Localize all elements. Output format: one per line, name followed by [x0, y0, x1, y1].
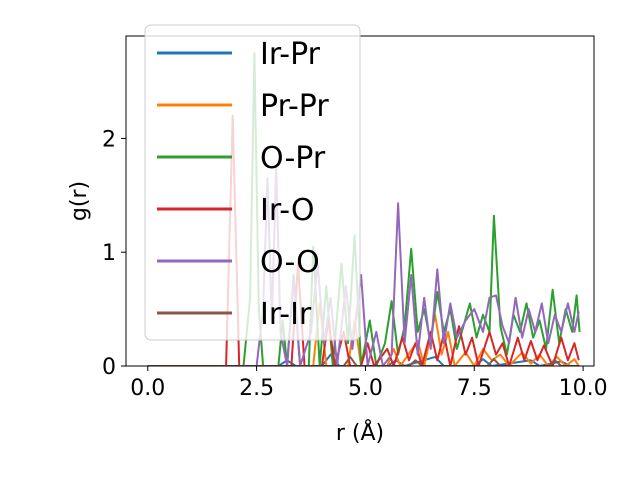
legend-label-pr-pr: Pr-Pr: [260, 89, 329, 124]
x-tick-label: 0.0: [130, 376, 165, 401]
y-axis-label: g(r): [67, 181, 92, 221]
x-tick-label: 10.0: [559, 376, 608, 401]
legend-label-o-pr: O-Pr: [260, 141, 326, 176]
legend-box: [144, 24, 361, 341]
x-axis: 0.0 2.5 5.0 7.5 10.0: [130, 366, 608, 401]
series-line-ir-o: [147, 114, 580, 366]
series-line-ir-ir: [147, 355, 579, 366]
x-axis-label: r (Å): [336, 419, 384, 446]
y-tick-label: 1: [102, 241, 116, 266]
y-axis: 0 1 2: [102, 127, 126, 380]
legend-label-ir-pr: Ir-Pr: [260, 37, 321, 72]
x-tick-label: 2.5: [239, 376, 274, 401]
legend-label-ir-o: Ir-O: [260, 193, 315, 228]
x-tick-label: 7.5: [457, 376, 492, 401]
legend-items: Ir-Pr Pr-Pr O-Pr Ir-O O-O Ir-Ir: [157, 37, 329, 332]
y-tick-label: 0: [102, 355, 116, 380]
y-tick-label: 2: [102, 127, 116, 152]
legend-label-o-o: O-O: [260, 245, 320, 280]
legend-label-ir-ir: Ir-Ir: [260, 297, 312, 332]
legend: Ir-Pr Pr-Pr O-Pr Ir-O O-O Ir-Ir: [144, 24, 361, 341]
x-tick-label: 5.0: [348, 376, 383, 401]
